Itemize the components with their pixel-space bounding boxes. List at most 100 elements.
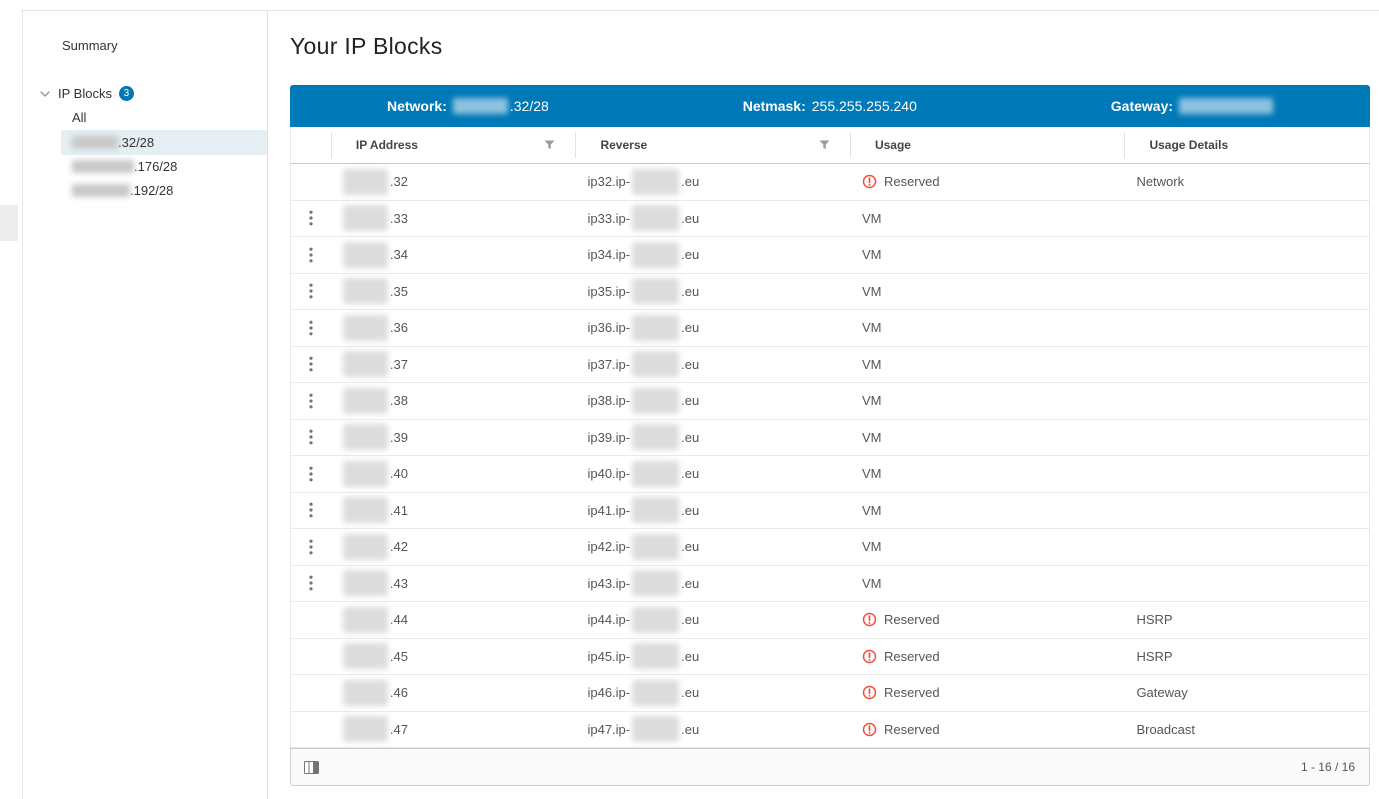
sidebar-item-all[interactable]: All	[72, 110, 87, 125]
table-row: .44 ip44.ip- .eu Reserved	[290, 602, 1370, 639]
usage-value: Reserved	[883, 721, 940, 737]
kebab-vertical-icon[interactable]	[303, 462, 319, 486]
reverse-suffix: .eu	[681, 429, 700, 445]
usage-details-cell: HSRP	[1136, 612, 1173, 628]
redacted-gateway-value	[1179, 98, 1274, 114]
table-header-row: IP Address Reverse Usage Usage Details	[290, 127, 1370, 164]
sidebar-item-block-192[interactable]: .192/28	[61, 178, 267, 203]
usage-cell: VM	[850, 430, 1124, 445]
ip-address-cell: .38	[331, 387, 576, 414]
kebab-vertical-icon[interactable]	[303, 425, 319, 449]
redacted-ip-prefix	[342, 533, 388, 560]
netmask-value: 255.255.255.240	[811, 98, 917, 114]
page-title: Your IP Blocks	[290, 33, 443, 59]
row-actions-cell	[291, 571, 331, 595]
reverse-prefix: ip40.ip-	[587, 466, 631, 482]
reverse-cell: ip43.ip- .eu	[575, 570, 849, 597]
table-row: .38 ip38.ip- .eu VM	[290, 383, 1370, 420]
ip-address-suffix: .46	[389, 685, 408, 701]
usage-value: VM	[861, 247, 882, 263]
ip-address-cell: .33	[331, 205, 576, 232]
sidebar-item-block-32[interactable]: .32/28	[61, 130, 267, 155]
reverse-prefix: ip45.ip-	[587, 648, 631, 664]
network-label: Network:	[386, 98, 447, 114]
ip-address-suffix: .39	[389, 429, 408, 445]
kebab-vertical-icon[interactable]	[303, 316, 319, 340]
row-actions-cell	[291, 498, 331, 522]
column-header-ip-address: IP Address	[330, 132, 576, 158]
redacted-ip-prefix	[342, 351, 388, 378]
usage-value: VM	[861, 210, 882, 226]
ip-address-suffix: .44	[389, 612, 408, 628]
reverse-prefix: ip33.ip-	[587, 210, 631, 226]
redacted-reverse-mid	[632, 497, 680, 524]
usage-value: Reserved	[883, 685, 940, 701]
sidebar-item-block-176[interactable]: .176/28	[61, 154, 267, 179]
usage-cell: VM	[850, 320, 1124, 335]
gateway-info: Gateway:	[1111, 98, 1274, 114]
reverse-cell: ip46.ip- .eu	[575, 679, 849, 706]
redacted-ip-prefix	[342, 606, 388, 633]
ip-address-suffix: .45	[389, 648, 408, 664]
exclamation-circle-icon	[862, 685, 877, 700]
redacted-ip-prefix	[342, 168, 388, 195]
ip-address-cell: .34	[331, 241, 576, 268]
row-actions-cell	[291, 389, 331, 413]
redacted-ip-prefix	[342, 679, 388, 706]
kebab-vertical-icon[interactable]	[303, 535, 319, 559]
usage-cell: VM	[850, 211, 1124, 226]
redacted-reverse-mid	[632, 387, 680, 414]
reverse-cell: ip40.ip- .eu	[575, 460, 849, 487]
ip-address-suffix: .32	[389, 174, 408, 190]
kebab-vertical-icon[interactable]	[303, 206, 319, 230]
kebab-vertical-icon[interactable]	[303, 243, 319, 267]
reverse-suffix: .eu	[681, 210, 700, 226]
redacted-ip-prefix	[342, 643, 388, 670]
usage-value: VM	[861, 283, 882, 299]
ip-address-suffix: .43	[389, 575, 408, 591]
usage-cell: VM	[850, 247, 1124, 262]
reverse-prefix: ip42.ip-	[587, 539, 631, 555]
kebab-vertical-icon[interactable]	[303, 389, 319, 413]
sidebar-group-ip-blocks[interactable]: IP Blocks 3	[40, 86, 134, 101]
reverse-suffix: .eu	[681, 502, 700, 518]
ip-address-suffix: .36	[389, 320, 408, 336]
collapsed-panel-tab[interactable]	[0, 205, 18, 241]
redacted-ip-prefix	[72, 136, 118, 149]
table-row: .33 ip33.ip- .eu VM	[290, 200, 1370, 237]
kebab-vertical-icon[interactable]	[303, 571, 319, 595]
kebab-vertical-icon[interactable]	[303, 498, 319, 522]
reverse-prefix: ip47.ip-	[587, 721, 631, 737]
ip-address-suffix: .41	[389, 502, 408, 518]
reverse-suffix: .eu	[681, 320, 700, 336]
kebab-vertical-icon[interactable]	[303, 352, 319, 376]
actions-column-header	[291, 132, 331, 158]
sidebar-item-summary[interactable]: Summary	[62, 38, 118, 53]
redacted-reverse-mid	[632, 570, 680, 597]
filter-funnel-icon[interactable]	[532, 140, 555, 150]
usage-value: VM	[861, 466, 882, 482]
ip-address-cell: .45	[331, 643, 576, 670]
filter-funnel-icon[interactable]	[807, 140, 830, 150]
chevron-down-icon[interactable]	[40, 90, 50, 97]
redacted-ip-prefix	[342, 314, 388, 341]
ip-address-suffix: .37	[389, 356, 408, 372]
redacted-ip-prefix	[342, 497, 388, 524]
view-columns-icon[interactable]	[304, 760, 319, 774]
reverse-prefix: ip32.ip-	[587, 174, 631, 190]
usage-cell: VM	[850, 503, 1124, 518]
redacted-reverse-mid	[632, 314, 680, 341]
usage-details-cell: Network	[1136, 174, 1185, 190]
netmask-info: Netmask: 255.255.255.240	[743, 98, 917, 114]
reverse-cell: ip45.ip- .eu	[575, 643, 849, 670]
usage-value: Reserved	[883, 612, 940, 628]
table-row: .32 ip32.ip- .eu Reserved	[290, 164, 1370, 201]
table-row: .34 ip34.ip- .eu VM	[290, 237, 1370, 274]
redacted-ip-prefix	[342, 460, 388, 487]
table-body: .32 ip32.ip- .eu Reserved	[290, 164, 1370, 748]
ip-address-suffix: .38	[389, 393, 408, 409]
kebab-vertical-icon[interactable]	[303, 279, 319, 303]
reverse-suffix: .eu	[681, 575, 700, 591]
column-header-reverse: Reverse	[575, 132, 849, 158]
